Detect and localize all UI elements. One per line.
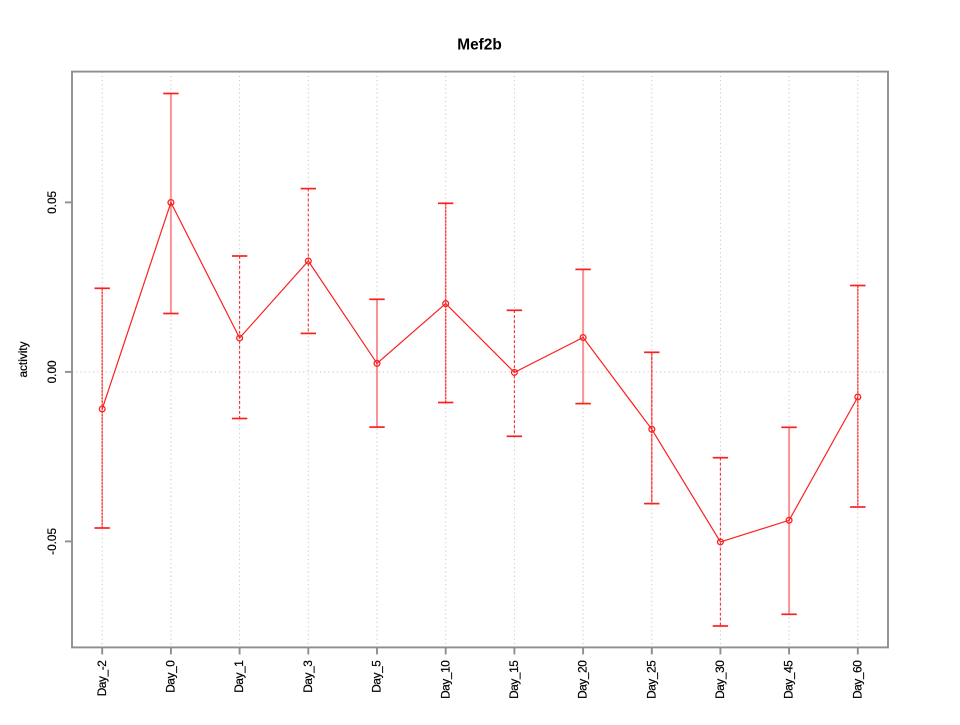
svg-text:Day_30: Day_30 <box>713 660 727 699</box>
svg-text:Day_-2: Day_-2 <box>95 661 109 697</box>
svg-text:Day_5: Day_5 <box>370 660 384 693</box>
svg-text:Day_3: Day_3 <box>301 660 315 693</box>
svg-text:Day_25: Day_25 <box>644 660 658 699</box>
svg-text:Day_10: Day_10 <box>438 660 452 699</box>
svg-text:activity: activity <box>16 341 30 377</box>
svg-text:-0.05: -0.05 <box>45 528 59 555</box>
svg-text:Day_15: Day_15 <box>507 660 521 699</box>
svg-text:Day_45: Day_45 <box>782 660 796 699</box>
svg-text:Day_60: Day_60 <box>850 660 864 699</box>
svg-text:Day_1: Day_1 <box>232 661 246 693</box>
svg-text:Mef2b: Mef2b <box>457 36 501 53</box>
svg-text:0.00: 0.00 <box>45 360 59 383</box>
svg-text:Day_20: Day_20 <box>576 660 590 699</box>
svg-text:Day_0: Day_0 <box>164 660 178 693</box>
svg-text:0.05: 0.05 <box>45 190 59 213</box>
